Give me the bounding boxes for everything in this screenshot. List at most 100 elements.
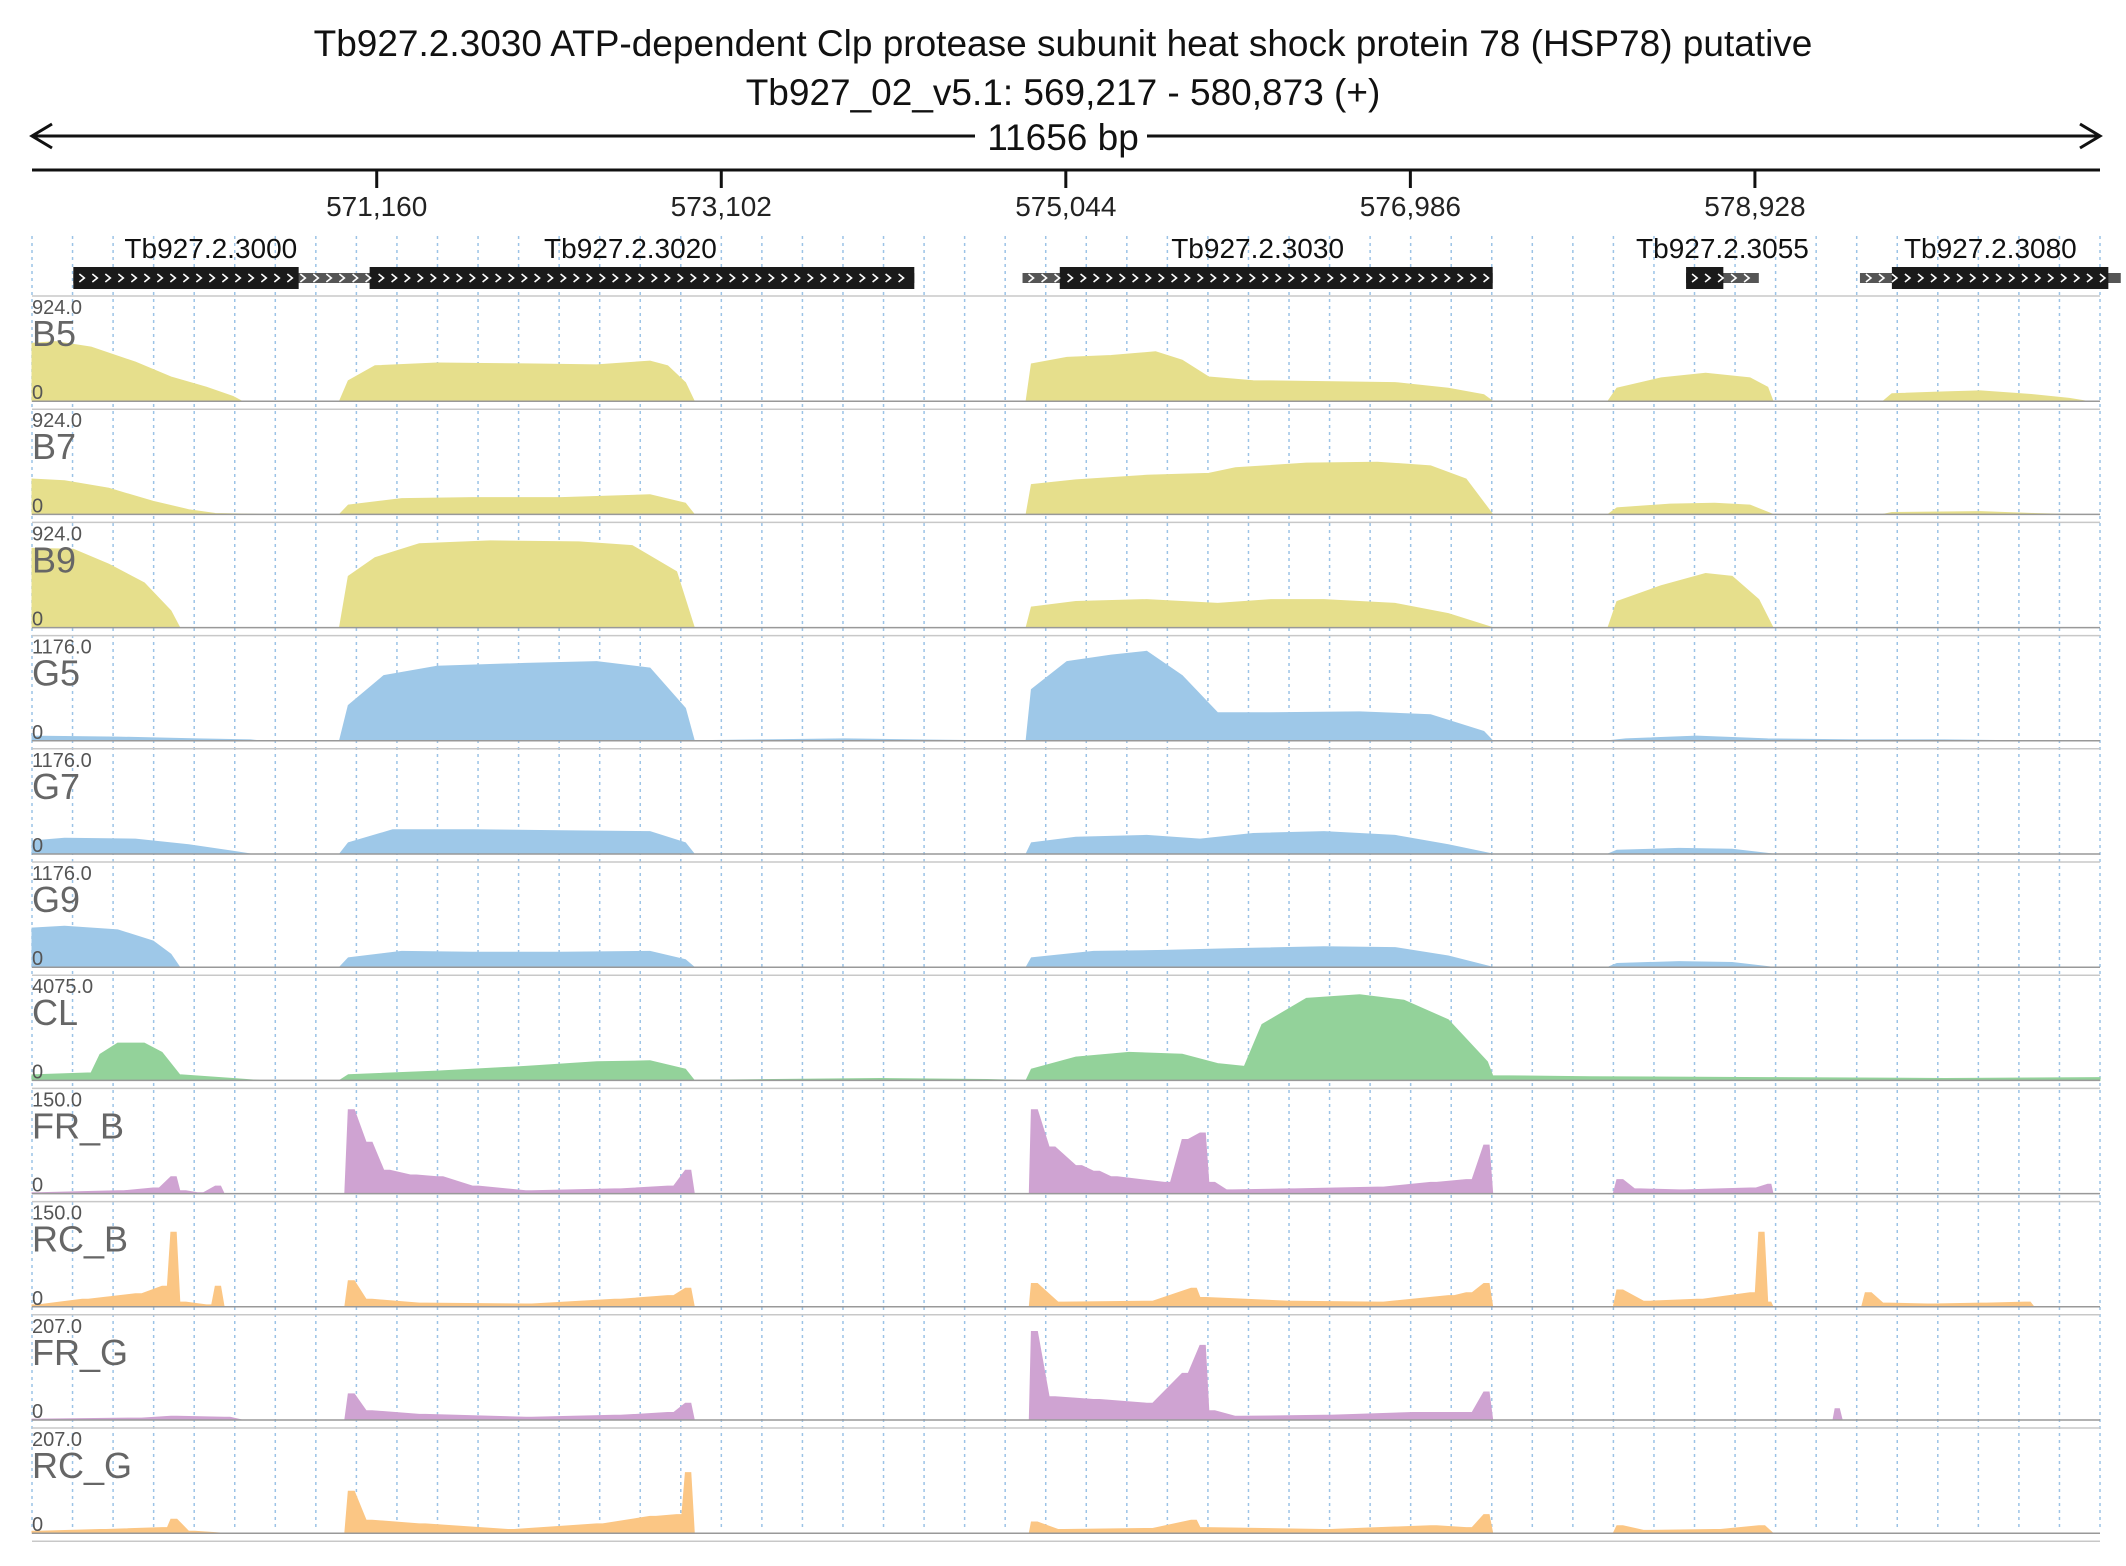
track-min-label: 0: [32, 1175, 43, 1197]
strand-chevron: [586, 273, 593, 283]
strand-chevron: [690, 273, 697, 283]
track-name-label: FR_G: [32, 1332, 128, 1373]
gene-cds-2: [1059, 267, 1493, 289]
strand-chevron: [169, 273, 177, 283]
coverage-rc_g-seg-2: [1026, 1514, 1494, 1534]
track-g7: 1176.0G7 0: [31, 748, 2100, 857]
coverage-g7-seg-3: [1607, 847, 1774, 855]
track-name-label: G5: [32, 653, 80, 694]
strand-chevron: [1210, 273, 1217, 283]
strand-chevron: [1956, 273, 1964, 283]
gene-strand-chevrons-1: [352, 273, 905, 283]
coverage-fr_g-seg-2: [1026, 1331, 1494, 1421]
strand-chevron: [2034, 273, 2042, 283]
strand-chevron: [2021, 273, 2029, 283]
strand-chevron: [1106, 273, 1113, 283]
strand-chevron: [1891, 273, 1899, 283]
gene-strand-chevrons-0: [78, 273, 346, 283]
track-max-label: 1176.0: [32, 637, 92, 659]
coverage-b9-seg-2: [1025, 599, 1493, 629]
strand-chevron: [417, 273, 424, 283]
strand-chevron: [1158, 273, 1165, 283]
coverage-fr_b-seg-2: [1026, 1109, 1494, 1195]
strand-chevron: [312, 273, 320, 283]
coverage-b5-seg-1: [338, 360, 696, 402]
strand-chevron: [1743, 273, 1751, 283]
strand-chevron: [1717, 273, 1725, 283]
track-b7: 924.0B7 0: [31, 408, 2100, 517]
figure-title: Tb927.2.3030 ATP-dependent Clp protease …: [314, 23, 1813, 64]
strand-chevron: [130, 273, 138, 283]
track-g9: 1176.0G9 0: [31, 861, 2100, 970]
strand-chevron: [273, 273, 281, 283]
strand-chevron: [768, 273, 775, 283]
coverage-b7-seg-2: [1025, 461, 1494, 515]
coverage-g5-seg-3: [1025, 650, 1494, 742]
strand-chevron: [1262, 273, 1269, 283]
strand-chevron: [703, 273, 710, 283]
strand-chevron: [1483, 273, 1490, 283]
ruler-tick-label-1: 573,102: [671, 191, 772, 222]
strand-chevron: [91, 273, 99, 283]
strand-chevron: [1028, 273, 1035, 283]
strand-chevron: [833, 273, 840, 283]
coverage-b9-seg-1: [338, 540, 695, 629]
strand-chevron: [2073, 273, 2081, 283]
strand-chevron: [1275, 273, 1282, 283]
span-label: 11656 bp: [987, 117, 1139, 158]
strand-chevron: [1470, 273, 1477, 283]
strand-chevron: [1171, 273, 1178, 283]
gridlines: [31, 236, 2101, 1530]
strand-chevron: [1041, 273, 1048, 283]
coverage-g7-seg-0: [31, 837, 251, 855]
strand-chevron: [1184, 273, 1191, 283]
gene-strand-chevrons-4: [1865, 273, 2107, 283]
coverage-fr_g-seg-3: [1829, 1408, 1843, 1421]
coverage-b9-seg-3: [1607, 572, 1774, 629]
span-arrow-right-head: [2079, 122, 2103, 150]
strand-chevron: [391, 273, 398, 283]
strand-chevron: [234, 273, 242, 283]
strand-chevron: [208, 273, 216, 283]
strand-chevron: [104, 273, 112, 283]
coverage-rc_b-seg-1: [339, 1280, 695, 1308]
track-min-label: 0: [32, 1061, 43, 1083]
coverage-b5-seg-3: [1607, 372, 1774, 402]
strand-chevron: [1444, 273, 1451, 283]
coverage-g7-seg-2: [1025, 831, 1493, 855]
coverage-fr_g-seg-1: [339, 1393, 695, 1421]
strand-chevron: [1288, 273, 1295, 283]
strand-chevron: [859, 273, 866, 283]
coverage-b7-seg-1: [338, 494, 696, 515]
track-max-label: 150.0: [32, 1089, 82, 1111]
strand-chevron: [1353, 273, 1360, 283]
strand-chevron: [664, 273, 671, 283]
strand-chevron: [1418, 273, 1425, 283]
track-name-label: FR_B: [32, 1105, 124, 1146]
coverage-g9-seg-2: [1025, 946, 1493, 968]
coverage-b7-seg-3: [1606, 502, 1774, 515]
coverage-fr_g-seg-0: [31, 1415, 243, 1421]
coverage-cl-seg-1: [337, 1060, 696, 1081]
strand-chevron: [482, 273, 489, 283]
strand-chevron: [1093, 273, 1100, 283]
coverage-tracks: 924.0B50924.0B70924.0B901176.0G501176.0G…: [31, 295, 2101, 1542]
coverage-cl-seg-3: [1025, 994, 2101, 1081]
strand-chevron: [338, 273, 346, 283]
coverage-b5-seg-2: [1025, 351, 1495, 402]
strand-chevron: [495, 273, 502, 283]
strand-chevron: [1730, 273, 1738, 283]
coverage-b9-seg-0: [31, 547, 181, 629]
track-max-label: 1176.0: [32, 750, 92, 772]
strand-chevron: [807, 273, 814, 283]
strand-chevron: [1223, 273, 1230, 283]
track-b5: 924.0B5 0: [31, 295, 2100, 404]
strand-chevron: [898, 273, 905, 283]
gene-label-2: Tb927.2.3030: [1171, 233, 1344, 264]
gene-cds-1: [369, 267, 915, 289]
strand-chevron: [534, 273, 541, 283]
strand-chevron: [1054, 273, 1061, 283]
coverage-rc_g-seg-1: [339, 1472, 695, 1534]
